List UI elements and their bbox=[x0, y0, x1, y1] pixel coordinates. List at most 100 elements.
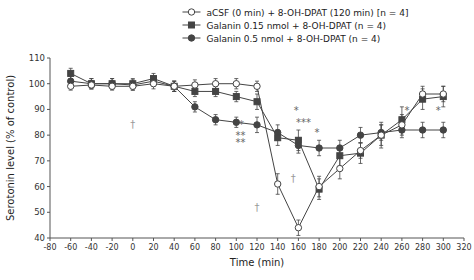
x-tick-label: 240 bbox=[374, 243, 389, 252]
y-tick-label: 60 bbox=[34, 182, 45, 192]
x-tick bbox=[236, 238, 237, 241]
x-tick bbox=[381, 238, 382, 241]
error-bar bbox=[255, 94, 259, 109]
data-point bbox=[295, 137, 301, 143]
y-tick bbox=[47, 135, 50, 136]
data-point bbox=[399, 122, 405, 128]
y-tick bbox=[47, 212, 50, 213]
x-tick bbox=[464, 238, 465, 241]
x-tick bbox=[422, 238, 423, 241]
data-point bbox=[295, 225, 301, 231]
x-tick bbox=[194, 238, 195, 241]
y-tick bbox=[47, 83, 50, 84]
x-tick bbox=[174, 238, 175, 241]
x-tick bbox=[215, 238, 216, 241]
legend-label: Galanin 0.15 nmol + 8-OH-DPAT (n = 4) bbox=[206, 21, 386, 31]
y-tick bbox=[47, 109, 50, 110]
x-tick-label: 320 bbox=[456, 243, 471, 252]
legend-label: Galanin 0.5 nmol + 8-OH-DPAT (n = 4) bbox=[206, 34, 380, 44]
y-tick bbox=[47, 238, 50, 239]
y-tick-label: 70 bbox=[34, 156, 45, 166]
series bbox=[68, 76, 447, 156]
x-tick-label: 180 bbox=[311, 243, 326, 252]
x-tick bbox=[443, 238, 444, 241]
data-point bbox=[192, 104, 198, 110]
data-point bbox=[440, 127, 446, 133]
x-tick-label: 80 bbox=[211, 243, 221, 252]
data-point bbox=[150, 81, 156, 87]
annotation: † bbox=[130, 119, 135, 130]
data-point bbox=[68, 83, 74, 89]
annotation: ** bbox=[235, 137, 245, 148]
y-tick-label: 90 bbox=[34, 104, 45, 114]
error-bar bbox=[234, 91, 238, 101]
y-tick-label: 50 bbox=[34, 207, 45, 217]
data-point bbox=[233, 94, 239, 100]
data-point bbox=[109, 83, 115, 89]
legend: aCSF (0 min) + 8-OH-DPAT (120 min) [n = … bbox=[182, 8, 408, 44]
error-bar bbox=[296, 130, 300, 151]
data-point bbox=[212, 117, 218, 123]
series-line bbox=[71, 73, 444, 189]
plot-area bbox=[68, 68, 447, 235]
data-point bbox=[275, 181, 281, 187]
annotation: * bbox=[315, 127, 320, 138]
x-tick-label: -60 bbox=[64, 243, 77, 252]
data-point bbox=[192, 82, 198, 88]
x-tick-label: -20 bbox=[106, 243, 119, 252]
data-point bbox=[357, 147, 363, 153]
x-tick bbox=[319, 238, 320, 241]
data-point bbox=[254, 99, 260, 105]
annotation: † bbox=[291, 173, 296, 184]
data-point bbox=[213, 88, 219, 94]
error-bar bbox=[276, 130, 280, 145]
y-tick bbox=[47, 160, 50, 161]
x-tick-label: 60 bbox=[190, 243, 200, 252]
x-tick-label: 200 bbox=[332, 243, 347, 252]
annotation: *** bbox=[296, 117, 311, 128]
y-axis-line bbox=[50, 58, 51, 238]
x-tick-label: 160 bbox=[291, 243, 306, 252]
x-tick-label: 300 bbox=[436, 243, 451, 252]
y-axis-label: Serotonin level (% of control) bbox=[5, 75, 16, 221]
y-tick bbox=[47, 58, 50, 59]
data-point bbox=[254, 83, 260, 89]
x-tick-label: 0 bbox=[130, 243, 135, 252]
x-axis-label: Time (min) bbox=[229, 257, 284, 268]
series bbox=[68, 79, 447, 236]
annotation: * bbox=[436, 105, 441, 116]
error-bar bbox=[69, 68, 73, 78]
x-tick-label: 40 bbox=[169, 243, 179, 252]
y-tick-label: 100 bbox=[29, 79, 45, 89]
x-tick-label: 140 bbox=[270, 243, 285, 252]
series-line bbox=[71, 84, 444, 228]
x-tick bbox=[132, 238, 133, 241]
data-point bbox=[316, 145, 322, 151]
data-point bbox=[171, 83, 177, 89]
x-tick bbox=[277, 238, 278, 241]
x-tick-label: 120 bbox=[249, 243, 264, 252]
data-point bbox=[419, 91, 425, 97]
x-tick-label: 100 bbox=[229, 243, 244, 252]
series-line bbox=[71, 81, 444, 148]
series bbox=[68, 68, 447, 199]
data-point bbox=[440, 91, 446, 97]
data-point bbox=[357, 132, 363, 138]
legend-marker bbox=[188, 9, 194, 15]
y-tick-label: 80 bbox=[34, 130, 45, 140]
legend-marker bbox=[188, 35, 194, 41]
x-tick-label: -40 bbox=[85, 243, 98, 252]
data-point bbox=[275, 135, 281, 141]
data-point bbox=[316, 183, 322, 189]
data-point bbox=[68, 70, 74, 76]
legend-marker bbox=[188, 22, 194, 28]
chart: -80-60-40-200204060801001201401601802002… bbox=[0, 0, 474, 280]
data-point bbox=[378, 132, 384, 138]
data-point bbox=[378, 132, 384, 138]
annotation: † bbox=[255, 202, 260, 213]
y-tick-label: 40 bbox=[34, 233, 45, 243]
x-tick bbox=[91, 238, 92, 241]
x-tick bbox=[360, 238, 361, 241]
data-point bbox=[130, 83, 136, 89]
data-point bbox=[254, 122, 260, 128]
